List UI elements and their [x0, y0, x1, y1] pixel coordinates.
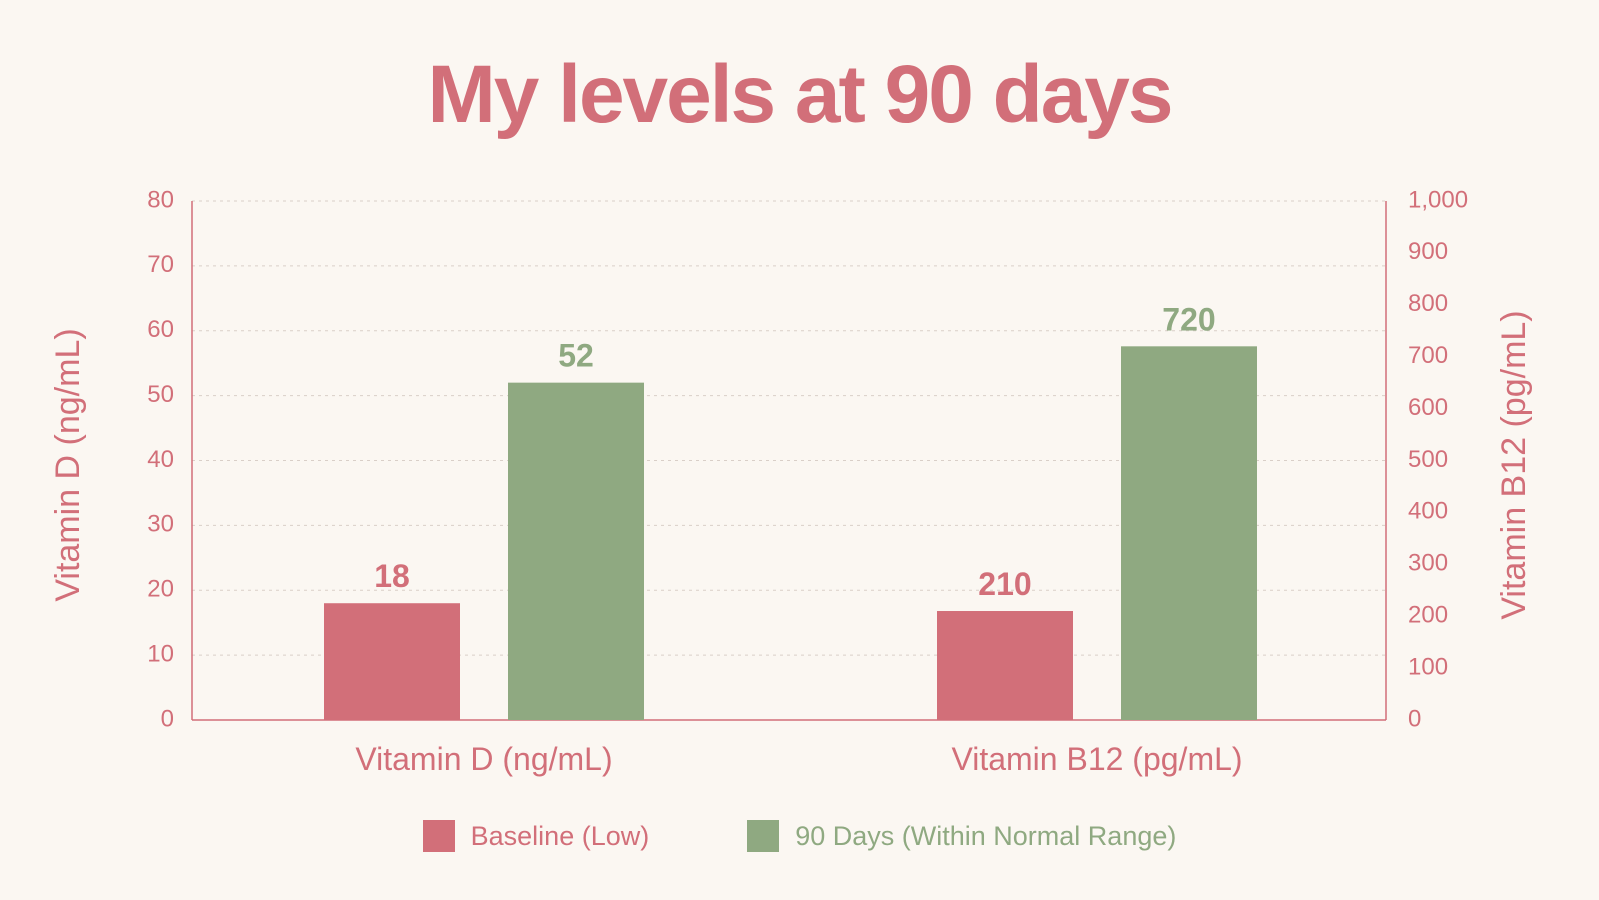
legend-swatch-90-days — [747, 820, 780, 852]
y-left-axis-title: Vitamin D (ng/mL) — [49, 328, 87, 601]
y-right-tick-label: 700 — [1408, 342, 1448, 369]
data-label-baseline: 210 — [978, 566, 1031, 602]
y-right-tick-label: 400 — [1408, 498, 1448, 525]
y-right-tick-label: 800 — [1408, 290, 1448, 317]
legend-label-baseline: Baseline (Low) — [470, 820, 650, 851]
y-right-tick-label: 900 — [1408, 238, 1448, 265]
y-left-tick-label: 50 — [147, 381, 174, 408]
legend-label-90-days: 90 Days (Within Normal Range) — [795, 820, 1177, 851]
y-left-tick-label: 30 — [147, 511, 174, 538]
bar-baseline — [937, 611, 1073, 720]
y-right-tick-label: 500 — [1408, 446, 1448, 473]
y-left-tick-label: 40 — [147, 446, 174, 473]
category-label: Vitamin D (ng/mL) — [355, 741, 612, 777]
chart-title: My levels at 90 days — [427, 49, 1173, 140]
y-left-tick-label: 70 — [147, 251, 174, 278]
legend-swatch-baseline — [422, 820, 455, 852]
y-right-tick-label: 600 — [1408, 394, 1448, 421]
data-label-baseline: 18 — [374, 558, 410, 594]
data-label-ninety: 720 — [1162, 301, 1215, 337]
y-left-tick-label: 20 — [147, 576, 174, 603]
bar-ninety — [508, 382, 644, 720]
legend: Baseline (Low) 90 Days (Within Normal Ra… — [0, 820, 1599, 852]
y-right-tick-label: 0 — [1408, 705, 1421, 732]
y-left-tick-label: 0 — [161, 705, 174, 732]
y-right-tick-label: 1,000 — [1408, 186, 1468, 213]
y-left-tick-label: 10 — [147, 640, 174, 667]
y-left-tick-label: 60 — [147, 316, 174, 343]
y-left-tick-label: 80 — [147, 186, 174, 213]
y-right-tick-label: 100 — [1408, 653, 1448, 680]
legend-item-baseline: Baseline (Low) — [422, 820, 650, 852]
y-right-tick-label: 300 — [1408, 550, 1448, 577]
bar-baseline — [324, 603, 460, 720]
bar-ninety — [1121, 346, 1257, 720]
category-label: Vitamin B12 (pg/mL) — [951, 741, 1242, 777]
legend-item-90-days: 90 Days (Within Normal Range) — [747, 820, 1176, 852]
y-right-tick-label: 200 — [1408, 602, 1448, 629]
data-label-ninety: 52 — [558, 338, 594, 374]
y-right-axis-title: Vitamin B12 (pg/mL) — [1495, 310, 1533, 619]
